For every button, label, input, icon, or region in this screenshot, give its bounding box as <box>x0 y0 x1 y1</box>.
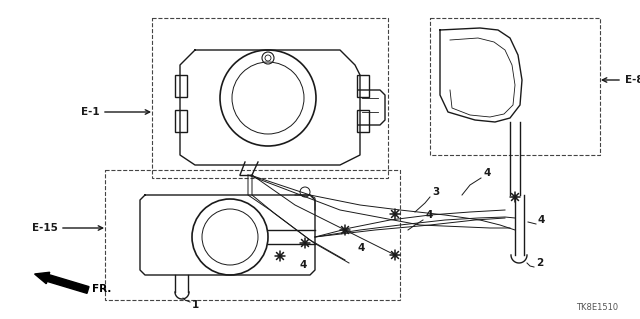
Text: 3: 3 <box>432 187 439 197</box>
Text: 4: 4 <box>483 168 490 178</box>
Bar <box>357 75 369 97</box>
Text: E-1: E-1 <box>81 107 100 117</box>
Bar <box>430 18 600 155</box>
Text: TK8E1510: TK8E1510 <box>576 303 618 312</box>
Text: 4: 4 <box>425 210 433 220</box>
Text: 4: 4 <box>358 243 365 253</box>
Bar <box>175 75 187 97</box>
Bar <box>105 170 400 300</box>
Circle shape <box>343 228 347 232</box>
Bar <box>175 110 187 132</box>
Circle shape <box>393 212 397 216</box>
Circle shape <box>303 241 307 245</box>
Text: E-8: E-8 <box>625 75 640 85</box>
Text: FR.: FR. <box>92 284 111 294</box>
Text: 1: 1 <box>192 300 199 310</box>
Bar <box>357 110 369 132</box>
Text: E-15: E-15 <box>32 223 58 233</box>
Bar <box>152 18 388 178</box>
Circle shape <box>278 254 282 258</box>
FancyArrow shape <box>35 272 89 293</box>
Text: 4: 4 <box>300 260 307 270</box>
Text: 4: 4 <box>538 215 545 225</box>
Circle shape <box>513 195 517 199</box>
Text: 2: 2 <box>536 258 543 268</box>
Circle shape <box>393 253 397 257</box>
